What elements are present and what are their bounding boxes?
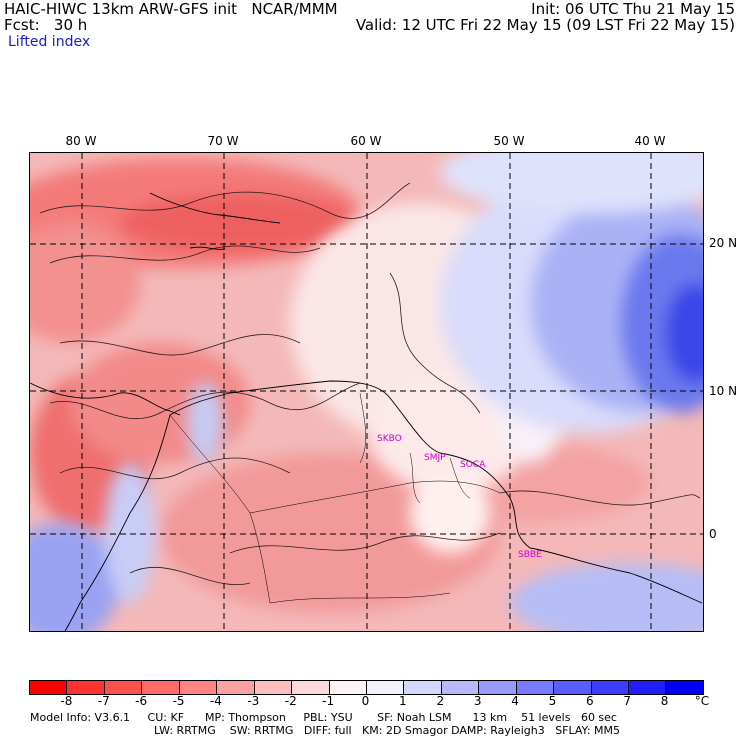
colorbar-tick-label: 0 xyxy=(361,694,370,708)
colorbar-tick-label: 7 xyxy=(623,694,632,708)
init-time: Init: 06 UTC Thu 21 May 15 xyxy=(531,0,735,18)
colorbar-tick-label: -4 xyxy=(209,694,222,708)
colorbar-swatch xyxy=(515,681,554,694)
lon-label-50w: 50 W xyxy=(493,134,525,148)
colorbar-tick-label: 8 xyxy=(660,694,669,708)
colorbar-swatch xyxy=(291,681,329,694)
colorbar-tick-label: -7 xyxy=(97,694,110,708)
li-contours xyxy=(39,182,701,585)
positive-li-areas xyxy=(30,153,703,631)
lat-lon-grid xyxy=(30,153,703,631)
station-smjp: SMJP xyxy=(424,453,446,463)
colorbar-swatch xyxy=(440,681,479,694)
colorbar-swatch xyxy=(178,681,217,694)
colorbar-swatch xyxy=(216,681,254,694)
station-sbbe: SBBE xyxy=(518,550,542,560)
model-info-line1: Model Info: V3.6.1 CU: KF MP: Thompson P… xyxy=(30,711,617,724)
colorbar-tick-label: -2 xyxy=(284,694,297,708)
colorbar-swatch xyxy=(590,681,628,694)
colorbar-swatch xyxy=(328,681,366,694)
station-skbo: SKBO xyxy=(377,434,402,444)
colorbar-tick-label: -6 xyxy=(135,694,148,708)
colorbar-tick-label: 3 xyxy=(473,694,482,708)
lon-label-80w: 80 W xyxy=(65,134,97,148)
colorbar-tick-label: -5 xyxy=(172,694,185,708)
colorbar xyxy=(29,680,704,695)
colorbar-tick-label: 2 xyxy=(436,694,445,708)
lon-label-40w: 40 W xyxy=(634,134,666,148)
colorbar-swatch xyxy=(141,681,179,694)
colorbar-swatch xyxy=(628,681,666,694)
model-info-line2: LW: RRTMG SW: RRTMG DIFF: full KM: 2D Sm… xyxy=(154,724,620,737)
field-name: Lifted index xyxy=(8,34,91,50)
valid-time: Valid: 12 UTC Fri 22 May 15 (09 LST Fri … xyxy=(355,16,735,34)
lifted-index-map: SKBO SMJP SOCA SBBE xyxy=(29,152,704,632)
lat-label-equator: 0 xyxy=(709,527,717,541)
lat-label-20n: 20 N xyxy=(709,236,738,250)
colorbar-tick-label: 6 xyxy=(586,694,594,708)
colorbar-swatch xyxy=(478,681,516,694)
colorbar-unit: °C xyxy=(694,694,710,708)
colorbar-tick-label: 1 xyxy=(399,694,407,708)
country-borders xyxy=(169,392,501,604)
colorbar-tick-label: -8 xyxy=(60,694,73,708)
colorbar-swatch xyxy=(66,681,104,694)
colorbar-swatch xyxy=(253,681,292,694)
colorbar-swatch xyxy=(553,681,591,694)
colorbar-tick-label: -3 xyxy=(247,694,260,708)
colorbar-tick-label: -1 xyxy=(322,694,335,708)
lat-label-10n: 10 N xyxy=(709,384,738,398)
colorbar-swatch xyxy=(30,681,67,694)
colorbar-swatch xyxy=(103,681,142,694)
colorbar-tick-label: 4 xyxy=(511,694,519,708)
forecast-hour: Fcst: 30 h xyxy=(4,16,88,34)
colorbar-swatch xyxy=(365,681,404,694)
colorbar-tick-label: 5 xyxy=(548,694,557,708)
coastlines xyxy=(30,192,703,631)
colorbar-swatch xyxy=(403,681,441,694)
colorbar-swatch xyxy=(665,681,703,694)
lon-label-70w: 70 W xyxy=(207,134,239,148)
model-title: HAIC-HIWC 13km ARW-GFS init NCAR/MMM xyxy=(4,0,338,18)
lon-label-60w: 60 W xyxy=(350,134,382,148)
station-soca: SOCA xyxy=(460,460,486,470)
